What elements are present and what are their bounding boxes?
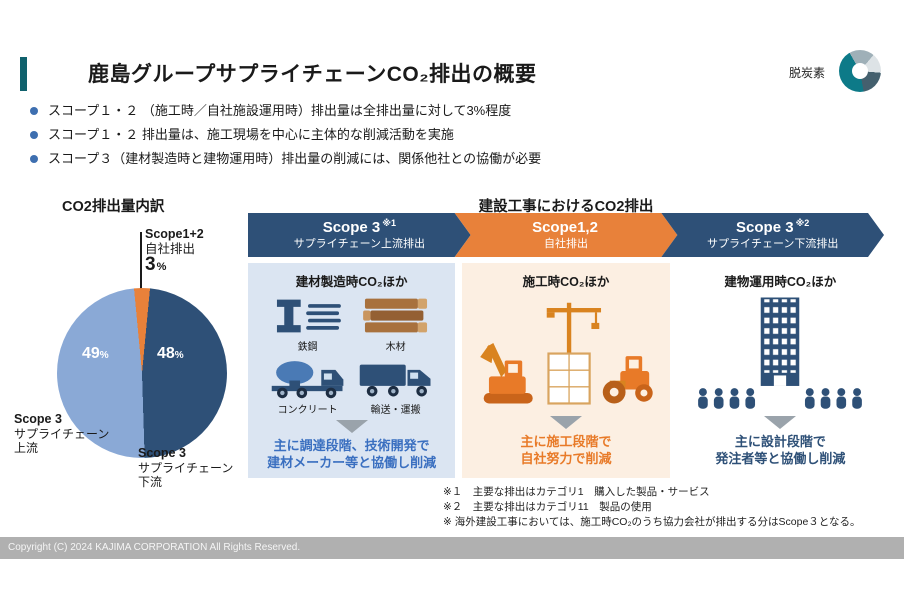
pie-chart: 49% 48% bbox=[57, 288, 227, 458]
pie-label-line: 下流 bbox=[138, 475, 163, 489]
column-action-text: 主に設計段階で 発注者等と協働し削減 bbox=[715, 434, 845, 468]
material-label: 木材 bbox=[385, 342, 406, 353]
column-heading: 施工時CO₂ほか bbox=[522, 275, 610, 289]
banner-scope-text: Scope1,2 bbox=[532, 219, 598, 237]
pie-section-title: CO2排出量内訳 bbox=[62, 199, 165, 215]
pie-slice-label-upstream: 49% bbox=[82, 345, 109, 363]
banner-label: Scope 3 ※1 bbox=[323, 218, 396, 238]
action-line: 主に調達段階、技術開発で bbox=[273, 438, 430, 453]
material-label: 鉄鋼 bbox=[297, 342, 318, 353]
banner-scope3-downstream: Scope 3 ※2 サプライチェーン下流排出 bbox=[661, 213, 884, 257]
banner-label: Scope 3 ※2 bbox=[736, 218, 809, 238]
bullet-text: スコープ３（建材製造時と建物運用時）排出量の削減には、関係他社との協働が必要 bbox=[48, 150, 542, 166]
action-line: 自社努力で削減 bbox=[520, 451, 612, 467]
pie-label-line: 上流 bbox=[14, 441, 39, 455]
footer-bar: Copyright (C) 2024 KAJIMA CORPORATION Al… bbox=[0, 537, 904, 559]
banner-scope12: Scope1,2 自社排出 bbox=[455, 213, 678, 257]
material-label: コンクリート bbox=[277, 405, 338, 416]
material-item: コンクリート bbox=[267, 354, 349, 416]
flow-columns: 建材製造時CO₂ほか 鉄鋼 bbox=[248, 263, 884, 478]
callout-value: 3 bbox=[145, 254, 156, 275]
company-logo-icon bbox=[839, 50, 881, 92]
banner-footnote-ref: ※1 bbox=[382, 218, 396, 229]
pie-label-scope: Scope 3 bbox=[14, 412, 62, 426]
bullet-text: スコープ１・２ 排出量は、施工現場を中心に主体的な削減活動を実施 bbox=[48, 126, 454, 142]
truck-icon bbox=[359, 364, 431, 397]
column-action-text: 主に調達段階、技術開発で 建材メーカー等と協働し削減 bbox=[267, 438, 436, 472]
material-item: 輸送・運搬 bbox=[355, 354, 437, 416]
column-construction: 施工時CO₂ほか bbox=[462, 263, 670, 478]
pie-slice-value: 49 bbox=[82, 345, 100, 362]
column-materials: 建材製造時CO₂ほか 鉄鋼 bbox=[248, 263, 456, 478]
banner-footnote-ref: ※2 bbox=[795, 218, 810, 229]
callout-scope-label: Scope1+2 bbox=[145, 227, 204, 241]
copyright-text: Copyright (C) 2024 KAJIMA CORPORATION Al… bbox=[8, 542, 301, 553]
page-title: 鹿島グループサプライチェーンCO₂排出の概要 bbox=[88, 63, 537, 86]
footnotes: ※１ 主要な排出はカテゴリ1 購入した製品・サービス ※２ 主要な排出はカテゴリ… bbox=[443, 485, 860, 530]
callout-sublabel: 自社排出 bbox=[145, 242, 196, 256]
banner-scope3-upstream: Scope 3 ※1 サプライチェーン上流排出 bbox=[248, 213, 471, 257]
footnote-line: ※１ 主要な排出はカテゴリ1 購入した製品・サービス bbox=[443, 486, 710, 498]
action-line: 主に施工段階で bbox=[520, 434, 612, 450]
title-accent-bar bbox=[20, 57, 27, 91]
footnote-line: ※２ 主要な排出はカテゴリ11 製品の使用 bbox=[443, 501, 652, 513]
callout-unit: % bbox=[156, 261, 167, 273]
mixer-truck-icon bbox=[271, 361, 344, 399]
steel-icon bbox=[276, 299, 341, 333]
down-arrow-icon bbox=[335, 420, 368, 433]
bullet-dot-icon bbox=[30, 154, 38, 163]
material-item: 木材 bbox=[355, 295, 437, 353]
down-arrow-icon bbox=[549, 416, 582, 430]
column-heading: 建物運用時CO₂ほか bbox=[724, 275, 837, 289]
flow-section-title: 建設工事におけるCO2排出 bbox=[478, 199, 654, 215]
callout-value-row: 3% bbox=[145, 254, 204, 275]
bullet-item: スコープ１・２ 排出量は、施工現場を中心に主体的な削減活動を実施 bbox=[30, 126, 541, 143]
pie-label-upstream: Scope 3 サプライチェーン 上流 bbox=[14, 412, 109, 456]
material-item: 鉄鋼 bbox=[267, 295, 349, 353]
pie-slice-unit: % bbox=[99, 350, 109, 361]
action-line: 発注者等と協働し削減 bbox=[715, 451, 846, 467]
pie-label-downstream: Scope 3 サプライチェーン 下流 bbox=[138, 446, 233, 490]
pie-label-line: サプライチェーン bbox=[138, 460, 234, 475]
banner-sublabel: サプライチェーン上流排出 bbox=[293, 238, 426, 250]
action-line: 建材メーカー等と協働し削減 bbox=[267, 454, 437, 470]
bullet-item: スコープ３（建材製造時と建物運用時）排出量の削減には、関係他社との協働が必要 bbox=[30, 150, 542, 167]
bullet-text: スコープ１・２ （施工時／自社施設運用時）排出量は全排出量に対して3%程度 bbox=[48, 103, 512, 118]
pie-slice-label-downstream: 48% bbox=[157, 345, 184, 363]
pie-slice-value: 48 bbox=[157, 345, 175, 362]
pie-label-scope: Scope 3 bbox=[138, 446, 186, 460]
building-people-icon bbox=[698, 297, 863, 409]
logo-label: 脱炭素 bbox=[789, 66, 826, 80]
material-label: 輸送・運搬 bbox=[370, 405, 421, 416]
pie-slice-unit: % bbox=[174, 350, 184, 361]
banner-sublabel: サプライチェーン下流排出 bbox=[706, 238, 839, 250]
down-arrow-icon bbox=[764, 416, 797, 430]
pie-label-line: サプライチェーン bbox=[14, 426, 110, 441]
bullet-item: スコープ１・２ （施工時／自社施設運用時）排出量は全排出量に対して3%程度 bbox=[30, 103, 541, 119]
banner-scope-text: Scope 3 bbox=[736, 219, 794, 237]
materials-icon-grid: 鉄鋼 木材 bbox=[267, 295, 437, 416]
column-operation: 建物運用時CO₂ほか bbox=[676, 263, 884, 478]
column-action-text: 主に施工段階で 自社努力で削減 bbox=[520, 434, 611, 468]
pie-callout: Scope1+2 自社排出 3% bbox=[145, 227, 204, 275]
wood-icon bbox=[362, 298, 427, 333]
summary-bullet-list: スコープ１・２ （施工時／自社施設運用時）排出量は全排出量に対して3%程度 スコ… bbox=[30, 103, 542, 176]
column-heading: 建材製造時CO₂ほか bbox=[295, 275, 408, 289]
footnote-line: ※ 海外建設工事においては、施工時CO₂のうち協力会社が排出する分はScope３… bbox=[443, 516, 861, 528]
construction-site-icon bbox=[480, 302, 653, 405]
pie-callout-line bbox=[140, 232, 142, 298]
scope-banner-row: Scope 3 ※1 サプライチェーン上流排出 Scope1,2 自社排出 Sco… bbox=[248, 213, 884, 257]
bullet-dot-icon bbox=[30, 107, 38, 115]
banner-sublabel: 自社排出 bbox=[544, 238, 588, 250]
banner-scope-text: Scope 3 bbox=[322, 219, 381, 237]
people-icons bbox=[698, 388, 863, 409]
action-line: 主に設計段階で bbox=[734, 434, 826, 450]
banner-label: Scope1,2 bbox=[532, 218, 600, 238]
bullet-dot-icon bbox=[30, 130, 38, 139]
